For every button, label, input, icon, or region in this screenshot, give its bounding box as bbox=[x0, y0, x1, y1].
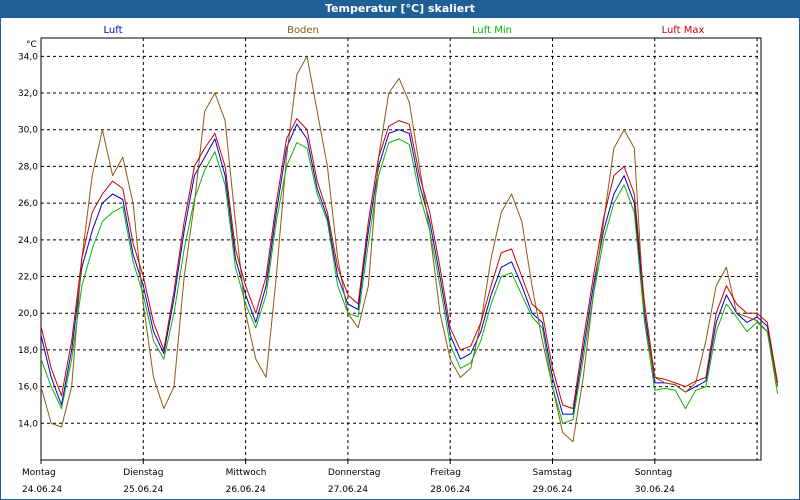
series-line bbox=[40, 138, 779, 424]
y-tick-label: 26,0 bbox=[18, 199, 38, 209]
chart-title: Temperatur [°C] skaliert bbox=[0, 0, 800, 18]
y-axis-label: °C bbox=[26, 40, 37, 50]
x-day-label: Montag bbox=[22, 468, 56, 478]
x-date-label: 28.06.24 bbox=[430, 485, 470, 495]
legend-entry: Boden bbox=[287, 25, 319, 36]
y-tick-label: 24,0 bbox=[18, 236, 38, 246]
y-tick-label: 32,0 bbox=[18, 89, 38, 99]
y-tick-label: 22,0 bbox=[18, 273, 38, 283]
x-date-label: 25.06.24 bbox=[123, 485, 163, 495]
y-tick-label: 14,0 bbox=[18, 419, 38, 429]
legend-entry: Luft Max bbox=[662, 25, 705, 36]
x-date-label: 27.06.24 bbox=[328, 485, 368, 495]
y-tick-label: 34,0 bbox=[18, 52, 38, 62]
x-date-label: 24.06.24 bbox=[22, 485, 62, 495]
legend-entry: Luft bbox=[104, 25, 123, 36]
x-date-label: 26.06.24 bbox=[226, 485, 266, 495]
x-date-label: 29.06.24 bbox=[533, 485, 573, 495]
legend-entry: Luft Min bbox=[472, 25, 512, 36]
x-day-label: Donnerstag bbox=[328, 468, 381, 478]
series-line bbox=[40, 123, 779, 415]
x-date-label: 30.06.24 bbox=[635, 485, 675, 495]
temperature-chart: 14,0 16,0 18,0 20,0 22,0 24,0 26,0 28,0 30,0 32,0… bbox=[18, 25, 779, 495]
x-day-label: Dienstag bbox=[123, 468, 163, 478]
y-tick-label: 30,0 bbox=[18, 126, 38, 136]
series-line bbox=[40, 118, 779, 410]
plot-area bbox=[40, 37, 762, 461]
y-tick-label: 20,0 bbox=[18, 309, 38, 319]
x-day-label: Sonntag bbox=[635, 468, 672, 478]
x-day-label: Samstag bbox=[533, 468, 572, 478]
x-day-label: Freitag bbox=[430, 468, 461, 478]
y-tick-label: 16,0 bbox=[18, 383, 38, 393]
x-day-label: Mittwoch bbox=[226, 468, 267, 478]
y-tick-label: 28,0 bbox=[18, 162, 38, 172]
y-tick-label: 18,0 bbox=[18, 346, 38, 356]
